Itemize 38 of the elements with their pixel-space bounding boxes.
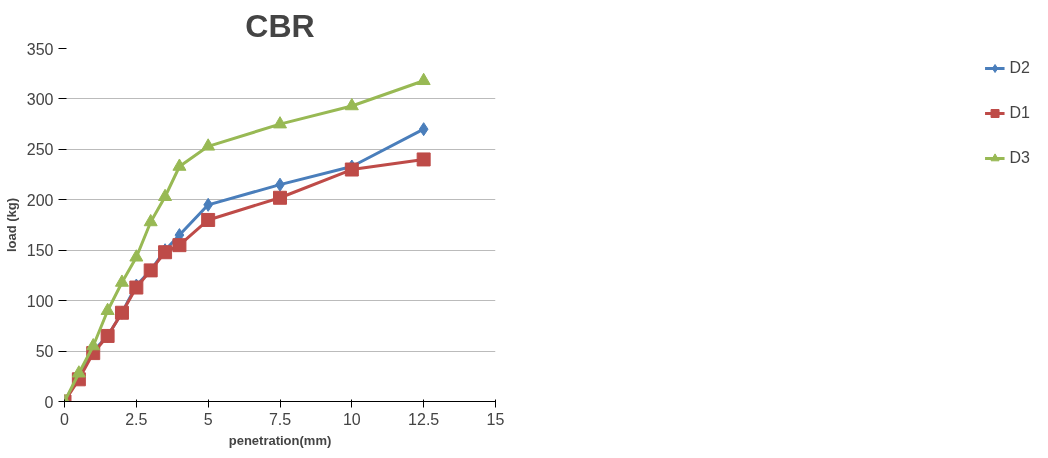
- point: [172, 158, 187, 171]
- point: [416, 72, 431, 86]
- y-tick-label: 150: [26, 242, 54, 260]
- point: [416, 152, 431, 167]
- y-tick-label: 100: [26, 292, 54, 310]
- legend-label: D2: [1009, 59, 1030, 77]
- x-tick-label: 7.5: [268, 410, 292, 428]
- x-tick-label: 15: [486, 410, 505, 428]
- y-tick-label: 300: [26, 90, 54, 108]
- point: [172, 238, 187, 253]
- y-tick-label: 250: [26, 141, 54, 159]
- x-tick-label: 5: [203, 410, 213, 428]
- point: [143, 213, 158, 227]
- point: [201, 138, 216, 151]
- y-axis-title: load (kg): [3, 197, 19, 253]
- point: [201, 212, 216, 227]
- legend-label: D3: [1009, 149, 1030, 167]
- x-tick-label: 0: [60, 410, 70, 428]
- chart-title: CBR: [245, 7, 315, 44]
- point: [86, 338, 101, 351]
- x-tick-label: 12.5: [408, 410, 440, 428]
- point: [100, 302, 115, 315]
- point: [273, 116, 287, 129]
- y-tick-label: 350: [26, 40, 54, 58]
- point: [344, 97, 359, 111]
- point: [158, 188, 173, 202]
- point: [71, 365, 86, 378]
- x-tick-label: 2.5: [125, 410, 148, 428]
- legend-label: D1: [1009, 104, 1030, 122]
- x-axis-title: penetration(mm): [228, 432, 332, 448]
- point: [273, 190, 287, 205]
- y-tick-label: 0: [44, 393, 54, 411]
- point: [129, 249, 144, 262]
- point: [418, 122, 429, 137]
- point: [114, 274, 129, 287]
- y-tick-label: 50: [35, 343, 54, 361]
- x-tick-label: 10: [342, 410, 361, 428]
- y-tick-label: 200: [26, 191, 54, 209]
